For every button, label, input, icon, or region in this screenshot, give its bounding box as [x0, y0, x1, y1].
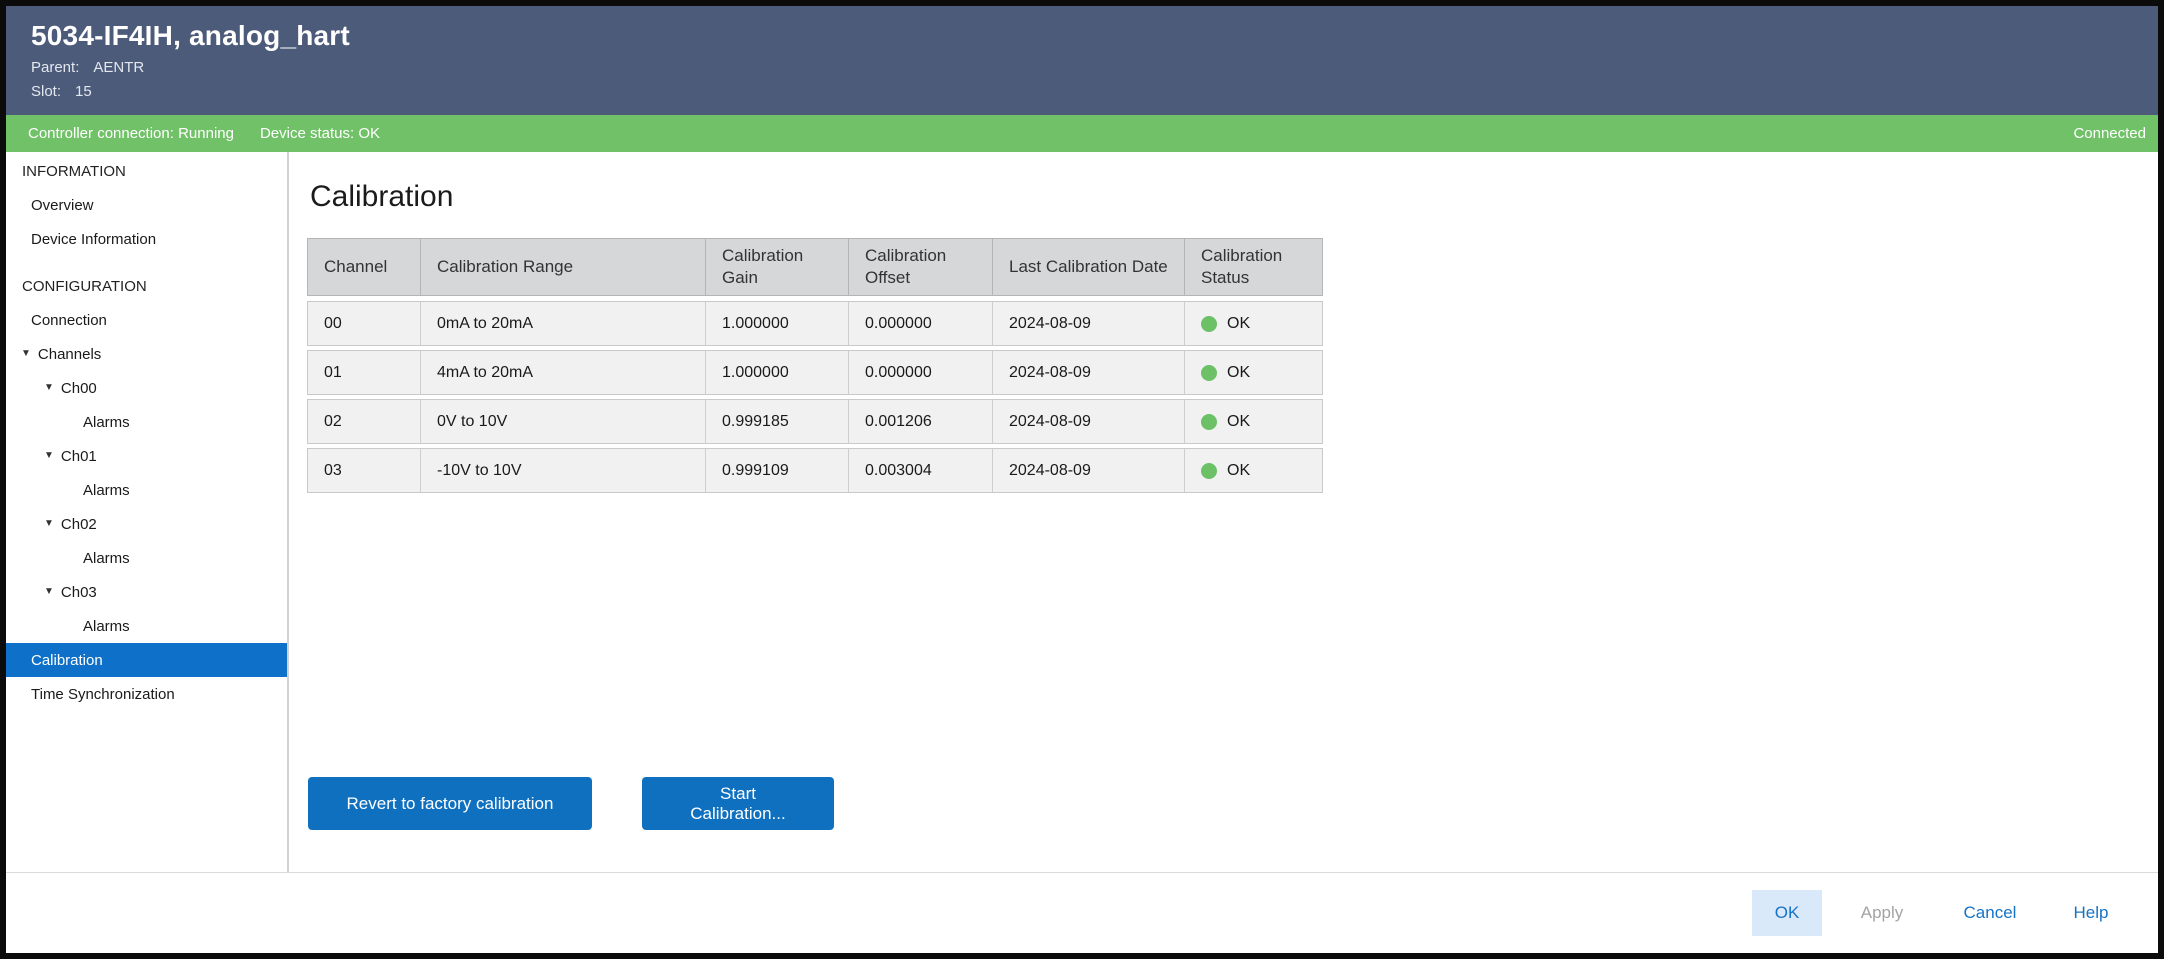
chevron-down-icon[interactable]: ▼ — [44, 517, 54, 529]
sidebar-item-device-information[interactable]: Device Information — [31, 230, 157, 248]
chevron-down-icon[interactable]: ▼ — [21, 347, 31, 359]
status-text: OK — [1227, 412, 1251, 430]
cell-calibration-offset: 0.000000 — [849, 351, 993, 394]
status-ok-icon — [1201, 315, 1217, 332]
apply-button[interactable]: Apply — [1840, 890, 1924, 936]
table-row: 02 0V to 10V 0.999185 0.001206 2024-08-0… — [307, 399, 1323, 444]
connection-state-badge: Connected — [2073, 125, 2146, 142]
column-header-calibration-offset: Calibration Offset — [849, 239, 993, 295]
cell-channel: 02 — [308, 400, 421, 443]
table-header-row: Channel Calibration Range Calibration Ga… — [307, 238, 1323, 296]
status-bar: Controller connection: Running Device st… — [6, 115, 2158, 152]
cell-calibration-status: OK — [1185, 400, 1320, 443]
sidebar-item-calibration[interactable]: Calibration — [6, 643, 287, 677]
cell-calibration-offset: 0.001206 — [849, 400, 993, 443]
sidebar-item-ch02-alarms[interactable]: Alarms — [83, 549, 130, 567]
sidebar-item-ch01-alarms[interactable]: Alarms — [83, 481, 130, 499]
status-text: OK — [1227, 363, 1251, 381]
sidebar-item-time-synchronization[interactable]: Time Synchronization — [31, 685, 175, 703]
cell-calibration-status: OK — [1185, 449, 1320, 492]
cell-calibration-range: 4mA to 20mA — [421, 351, 706, 394]
sidebar-section-information: INFORMATION — [22, 162, 126, 180]
chevron-down-icon[interactable]: ▼ — [44, 585, 54, 597]
sidebar-item-ch03[interactable]: ▼ Ch03 — [44, 583, 97, 601]
parent-label: Parent: — [31, 59, 80, 76]
cell-calibration-range: -10V to 10V — [421, 449, 706, 492]
cell-last-calibration-date: 2024-08-09 — [993, 449, 1185, 492]
slot-value: 15 — [75, 83, 92, 100]
cell-channel: 01 — [308, 351, 421, 394]
status-ok-icon — [1201, 364, 1217, 381]
window-title: 5034-IF4IH, analog_hart — [31, 20, 350, 51]
cell-last-calibration-date: 2024-08-09 — [993, 302, 1185, 345]
cell-calibration-gain: 1.000000 — [706, 302, 849, 345]
sidebar-item-connection[interactable]: Connection — [31, 311, 107, 329]
sidebar-item-ch03-alarms[interactable]: Alarms — [83, 617, 130, 635]
slot-label: Slot: — [31, 83, 62, 100]
controller-connection-status: Controller connection: Running — [28, 125, 234, 142]
parent-line: Parent: AENTR — [31, 59, 2158, 76]
cell-calibration-offset: 0.003004 — [849, 449, 993, 492]
start-calibration-button[interactable]: Start Calibration... — [642, 777, 834, 830]
column-header-calibration-status: Calibration Status — [1201, 245, 1283, 287]
sidebar-item-ch01[interactable]: ▼ Ch01 — [44, 447, 97, 465]
cancel-button[interactable]: Cancel — [1942, 890, 2038, 936]
sidebar-item-ch02[interactable]: ▼ Ch02 — [44, 515, 97, 533]
sidebar-section-configuration: CONFIGURATION — [22, 277, 147, 295]
cell-calibration-offset: 0.000000 — [849, 302, 993, 345]
cell-calibration-range: 0mA to 20mA — [421, 302, 706, 345]
dialog-footer: OK Apply Cancel Help — [6, 872, 2158, 953]
sidebar: INFORMATION Overview Device Information … — [6, 152, 289, 872]
cell-calibration-gain: 0.999185 — [706, 400, 849, 443]
status-ok-icon — [1201, 413, 1217, 430]
window-header: 5034-IF4IH, analog_hart Parent: AENTR Slo… — [6, 6, 2158, 115]
cell-calibration-gain: 0.999109 — [706, 449, 849, 492]
status-text: OK — [1227, 314, 1251, 332]
cell-last-calibration-date: 2024-08-09 — [993, 400, 1185, 443]
cell-channel: 03 — [308, 449, 421, 492]
chevron-down-icon[interactable]: ▼ — [44, 449, 54, 461]
table-row: 01 4mA to 20mA 1.000000 0.000000 2024-08… — [307, 350, 1323, 395]
status-ok-icon — [1201, 462, 1217, 479]
ok-button[interactable]: OK — [1752, 890, 1822, 936]
table-row: 03 -10V to 10V 0.999109 0.003004 2024-08… — [307, 448, 1323, 493]
column-header-calibration-gain: Calibration Gain — [706, 239, 849, 295]
content-area: Calibration Channel Calibration Range Ca… — [289, 152, 2158, 872]
column-header-last-calibration-date: Last Calibration Date — [993, 239, 1185, 295]
page-title: Calibration — [310, 180, 454, 213]
device-status: Device status: OK — [259, 125, 381, 142]
sidebar-item-ch00[interactable]: ▼ Ch00 — [44, 379, 97, 397]
cell-calibration-gain: 1.000000 — [706, 351, 849, 394]
window-body: INFORMATION Overview Device Information … — [6, 152, 2158, 872]
slot-line: Slot: 15 — [31, 83, 2158, 100]
column-header-calibration-range: Calibration Range — [421, 239, 706, 295]
calibration-actions: Revert to factory calibration Start Cali… — [308, 777, 2158, 830]
sidebar-item-channels[interactable]: ▼ Channels — [21, 345, 102, 363]
chevron-down-icon[interactable]: ▼ — [44, 381, 54, 393]
sidebar-item-overview[interactable]: Overview — [31, 196, 94, 214]
status-text: OK — [1227, 461, 1251, 479]
parent-value: AENTR — [93, 59, 145, 76]
cell-calibration-status: OK — [1185, 351, 1320, 394]
cell-last-calibration-date: 2024-08-09 — [993, 351, 1185, 394]
table-row: 00 0mA to 20mA 1.000000 0.000000 2024-08… — [307, 301, 1323, 346]
sidebar-item-ch00-alarms[interactable]: Alarms — [83, 413, 130, 431]
cell-calibration-range: 0V to 10V — [421, 400, 706, 443]
revert-to-factory-calibration-button[interactable]: Revert to factory calibration — [308, 777, 592, 830]
calibration-table: Channel Calibration Range Calibration Ga… — [307, 238, 1323, 493]
cell-channel: 00 — [308, 302, 421, 345]
help-button[interactable]: Help — [2056, 890, 2126, 936]
column-header-channel: Channel — [308, 239, 421, 295]
cell-calibration-status: OK — [1185, 302, 1320, 345]
